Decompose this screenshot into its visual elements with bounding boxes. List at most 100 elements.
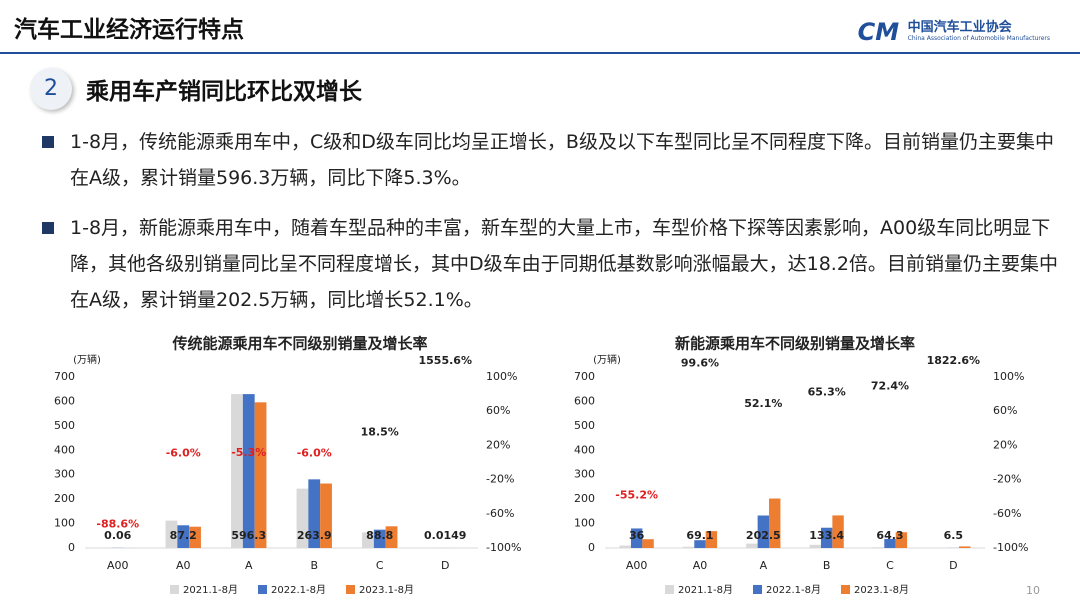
growth-label: 18.5% (361, 426, 399, 439)
y-axis-label: (万辆) (73, 353, 101, 366)
section-title: 乘用车产销同比环比双增长 (86, 79, 362, 105)
x-tick-label: B (823, 559, 831, 572)
y2-tick-label: -100% (993, 541, 1028, 554)
x-tick-label: A0 (176, 559, 191, 572)
legend-swatch (258, 585, 267, 594)
x-tick-label: D (949, 559, 957, 572)
bullet-text: 1-8月，新能源乘用车中，随着车型品种的丰富，新车型的大量上市，车型价格下探等因… (70, 217, 1058, 311)
y-tick-label: 0 (68, 541, 75, 554)
bar (385, 526, 398, 548)
bar (820, 527, 833, 548)
y-tick-label: 500 (54, 419, 75, 432)
bar (373, 529, 386, 548)
bar (165, 520, 178, 548)
x-tick-label: A00 (107, 559, 129, 572)
data-label: 6.5 (944, 529, 964, 542)
x-tick-label: C (376, 559, 384, 572)
y2-tick-label: -60% (486, 507, 514, 520)
growth-label: 1555.6% (419, 354, 472, 367)
data-label: 0.06 (104, 529, 131, 542)
bar (362, 532, 374, 548)
legend-swatch (170, 585, 179, 594)
x-tick-label: D (441, 559, 449, 572)
bar (746, 543, 758, 548)
y-tick-label: 400 (54, 443, 75, 456)
bar (809, 544, 821, 548)
x-tick-label: A (245, 559, 253, 572)
bar (619, 545, 631, 548)
bullet-text: 1-8月，传统能源乘用车中，C级和D级车同比均呈正增长，B级及以下车型同比呈不同… (70, 131, 1054, 189)
bar (642, 539, 654, 548)
growth-label: -55.2% (615, 489, 658, 502)
legend-swatch (665, 585, 674, 594)
data-label: 133.4 (809, 529, 844, 542)
y2-tick-label: 100% (486, 370, 517, 383)
y-axis-label: (万辆) (593, 353, 621, 366)
bar (694, 540, 706, 548)
bar (959, 546, 971, 548)
bar (705, 531, 718, 548)
legend-swatch (346, 585, 355, 594)
logo-name: 中国汽车工业协会 (907, 20, 1012, 35)
header-title: 汽车工业经济运行特点 (14, 17, 244, 43)
y2-tick-label: 100% (993, 370, 1024, 383)
growth-label: -6.0% (297, 447, 332, 460)
data-label: 36 (629, 529, 645, 542)
bullet: 1-8月，传统能源乘用车中，C级和D级车同比均呈正增长，B级及以下车型同比呈不同… (40, 124, 1070, 196)
bar (189, 526, 201, 548)
bar (231, 394, 243, 548)
legend-label: 2021.1-8月 (678, 584, 733, 596)
chart-title: 新能源乘用车不同级别销量及增长率 (675, 335, 915, 353)
growth-label: -5.3% (231, 446, 266, 459)
data-label: 263.9 (297, 529, 332, 542)
x-tick-label: C (886, 559, 894, 572)
y-tick-label: 400 (574, 443, 595, 456)
y2-tick-label: 60% (993, 404, 1017, 417)
legend-label: 2022.1-8月 (271, 584, 326, 596)
x-tick-label: A (760, 559, 768, 572)
y2-tick-label: -20% (993, 473, 1021, 486)
y-tick-label: 100 (54, 517, 75, 530)
page-number: 10 (1026, 584, 1040, 597)
y2-tick-label: 20% (993, 438, 1017, 451)
growth-label: 72.4% (871, 380, 909, 393)
y-tick-label: 500 (574, 419, 595, 432)
growth-label: -88.6% (96, 517, 139, 530)
bar (296, 488, 309, 548)
growth-label: -6.0% (166, 447, 201, 460)
legend-label: 2021.1-8月 (183, 584, 238, 596)
data-label: 69.1 (686, 529, 713, 542)
logo: CM 中国汽车工业协会 China Association of Automob… (858, 16, 1050, 46)
x-tick-label: A0 (693, 559, 708, 572)
header-rule (0, 52, 1080, 54)
legend-label: 2022.1-8月 (766, 584, 821, 596)
y-tick-label: 100 (574, 517, 595, 530)
data-label: 87.2 (170, 529, 197, 542)
bar (769, 498, 781, 548)
y-tick-label: 300 (574, 468, 595, 481)
legend-label: 2023.1-8月 (359, 584, 414, 596)
bar (320, 483, 332, 548)
bar (242, 394, 255, 548)
data-label: 64.3 (876, 529, 903, 542)
growth-label: 65.3% (808, 386, 846, 399)
y2-tick-label: 20% (486, 438, 510, 451)
x-tick-label: B (310, 559, 318, 572)
legend-label: 2023.1-8月 (854, 584, 909, 596)
bar (177, 525, 190, 548)
legend-swatch (841, 585, 850, 594)
bar (757, 515, 770, 548)
data-label: 0.0149 (424, 529, 466, 542)
bar (630, 528, 643, 548)
x-tick-label: A00 (626, 559, 648, 572)
y-tick-label: 700 (54, 370, 75, 383)
y-tick-label: 200 (54, 492, 75, 505)
bar (872, 547, 885, 548)
legend-swatch (753, 585, 762, 594)
data-label: 596.3 (231, 529, 266, 542)
y2-tick-label: 60% (486, 404, 510, 417)
bar (895, 532, 908, 548)
chart-title: 传统能源乘用车不同级别销量及增长率 (171, 335, 427, 353)
